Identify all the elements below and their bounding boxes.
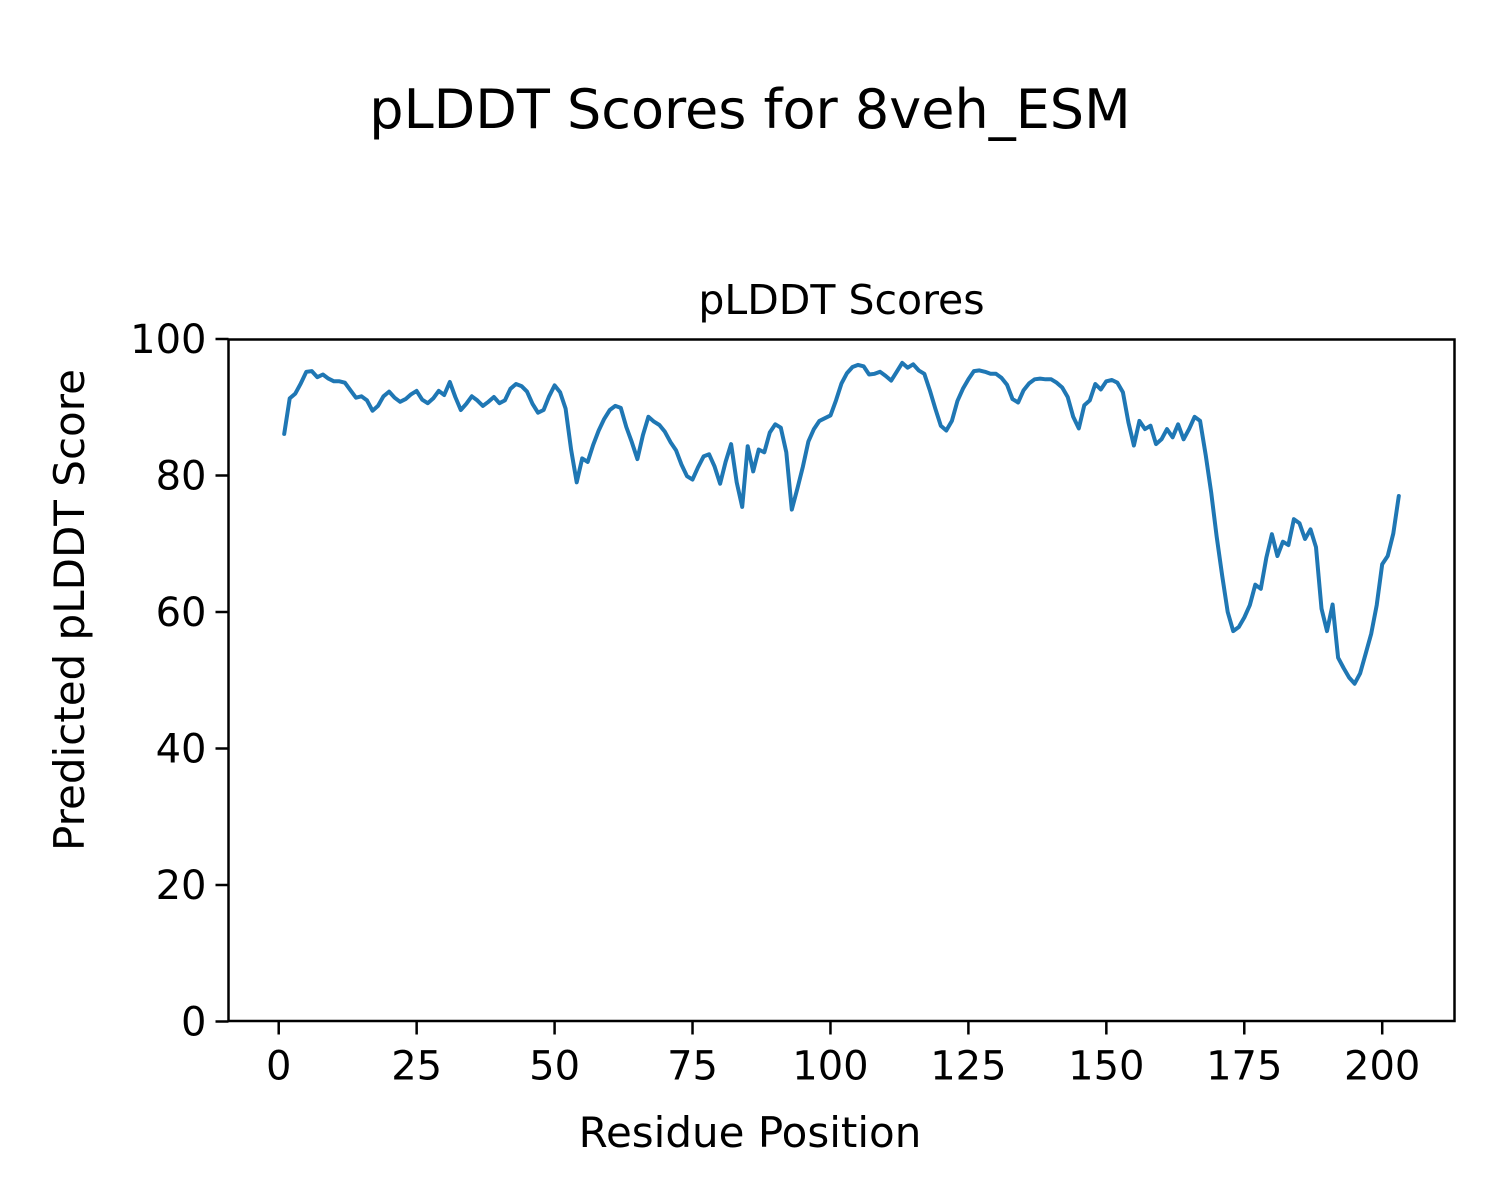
y-tick-label: 100 <box>130 317 206 363</box>
x-tick-label: 200 <box>1344 1044 1420 1090</box>
x-axis-label: Residue Position <box>578 1108 922 1157</box>
x-tick-label: 150 <box>1068 1044 1144 1090</box>
x-tick-label: 100 <box>792 1044 868 1090</box>
x-tick-label: 50 <box>529 1044 580 1090</box>
x-tick-label: 75 <box>667 1044 718 1090</box>
plot-title: pLDDT Scores <box>698 276 985 324</box>
x-tick-label: 175 <box>1206 1044 1282 1090</box>
y-tick-label: 60 <box>156 590 207 636</box>
y-tick-label: 40 <box>156 727 207 773</box>
x-tick-label: 125 <box>930 1044 1006 1090</box>
x-tick-label: 25 <box>391 1044 442 1090</box>
y-tick-label: 80 <box>156 454 207 500</box>
y-tick-label: 20 <box>156 863 207 909</box>
x-tick-label: 0 <box>266 1044 291 1090</box>
y-tick-label: 0 <box>181 1000 206 1046</box>
figure-suptitle: pLDDT Scores for 8veh_ESM <box>369 78 1131 141</box>
plddt-line <box>282 360 1401 686</box>
axes-frame <box>227 338 1456 1023</box>
